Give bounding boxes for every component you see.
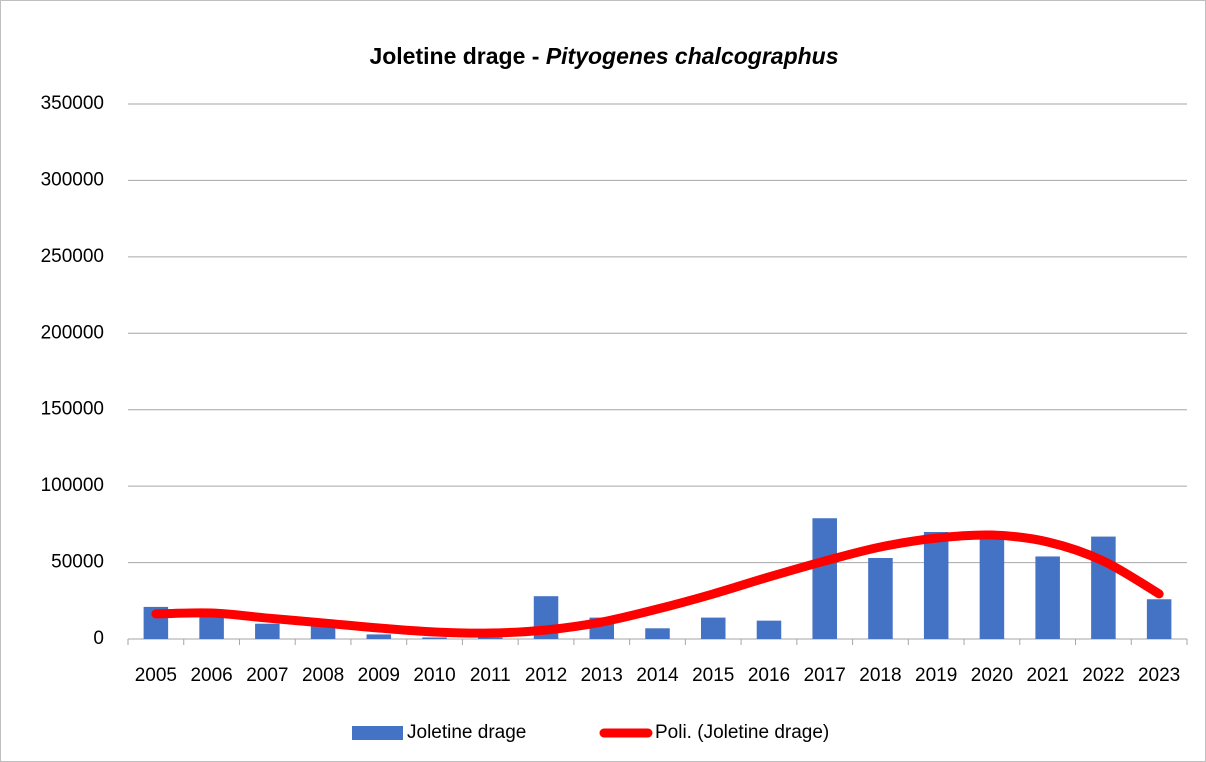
bar (1146, 599, 1172, 639)
bar (756, 620, 782, 639)
bar (310, 625, 336, 639)
title-species: Pityogenes chalcographus (546, 43, 839, 69)
x-tick-label: 2010 (413, 665, 455, 686)
bar (255, 623, 280, 639)
x-tick-label: 2019 (915, 665, 957, 686)
x-tick-label: 2014 (636, 665, 679, 686)
bar (812, 518, 837, 639)
y-tick-label: 200000 (41, 322, 104, 343)
x-tick-label: 2007 (246, 665, 288, 686)
bar (923, 532, 949, 639)
x-tick-label: 2013 (581, 665, 623, 686)
bar (1035, 556, 1060, 639)
x-tick-label: 2005 (135, 665, 177, 686)
y-tick-label: 300000 (41, 169, 104, 190)
bar (979, 536, 1005, 639)
x-tick-label: 2006 (190, 665, 232, 686)
y-tick-label: 350000 (41, 93, 104, 114)
x-tick-label: 2009 (358, 665, 400, 686)
bar (868, 557, 893, 639)
y-tick-label: 250000 (41, 246, 104, 267)
trend-line (151, 530, 1164, 638)
x-tick-label: 2020 (971, 665, 1013, 686)
chart-title: Joletine drage - Pityogenes chalcographu… (369, 43, 838, 69)
x-tick-label: 2016 (748, 665, 790, 686)
x-tick-label: 2015 (692, 665, 734, 686)
y-tick-label: 100000 (41, 475, 104, 496)
legend-swatch (352, 726, 403, 740)
x-tick-label: 2021 (1027, 665, 1069, 686)
bar (1091, 536, 1116, 639)
title-main: Joletine drage - (369, 43, 539, 69)
bar (366, 634, 392, 639)
bar (700, 617, 726, 639)
y-tick-label: 0 (93, 628, 104, 649)
x-tick-label: 2018 (859, 665, 901, 686)
x-tick-label: 2017 (804, 665, 846, 686)
bar (422, 637, 447, 639)
x-tick-label: 2012 (525, 665, 567, 686)
bar (199, 614, 224, 639)
x-tick-label: 2023 (1138, 665, 1180, 686)
legend-label: Joletine drage (407, 722, 526, 743)
y-tick-label: 150000 (41, 399, 104, 420)
bar (645, 628, 670, 639)
y-tick-label: 50000 (51, 552, 104, 573)
legend-label: Poli. (Joletine drage) (655, 722, 829, 743)
x-tick-label: 2011 (470, 665, 511, 686)
x-tick-label: 2022 (1082, 665, 1124, 686)
x-tick-label: 2008 (302, 665, 344, 686)
bar (478, 637, 503, 639)
